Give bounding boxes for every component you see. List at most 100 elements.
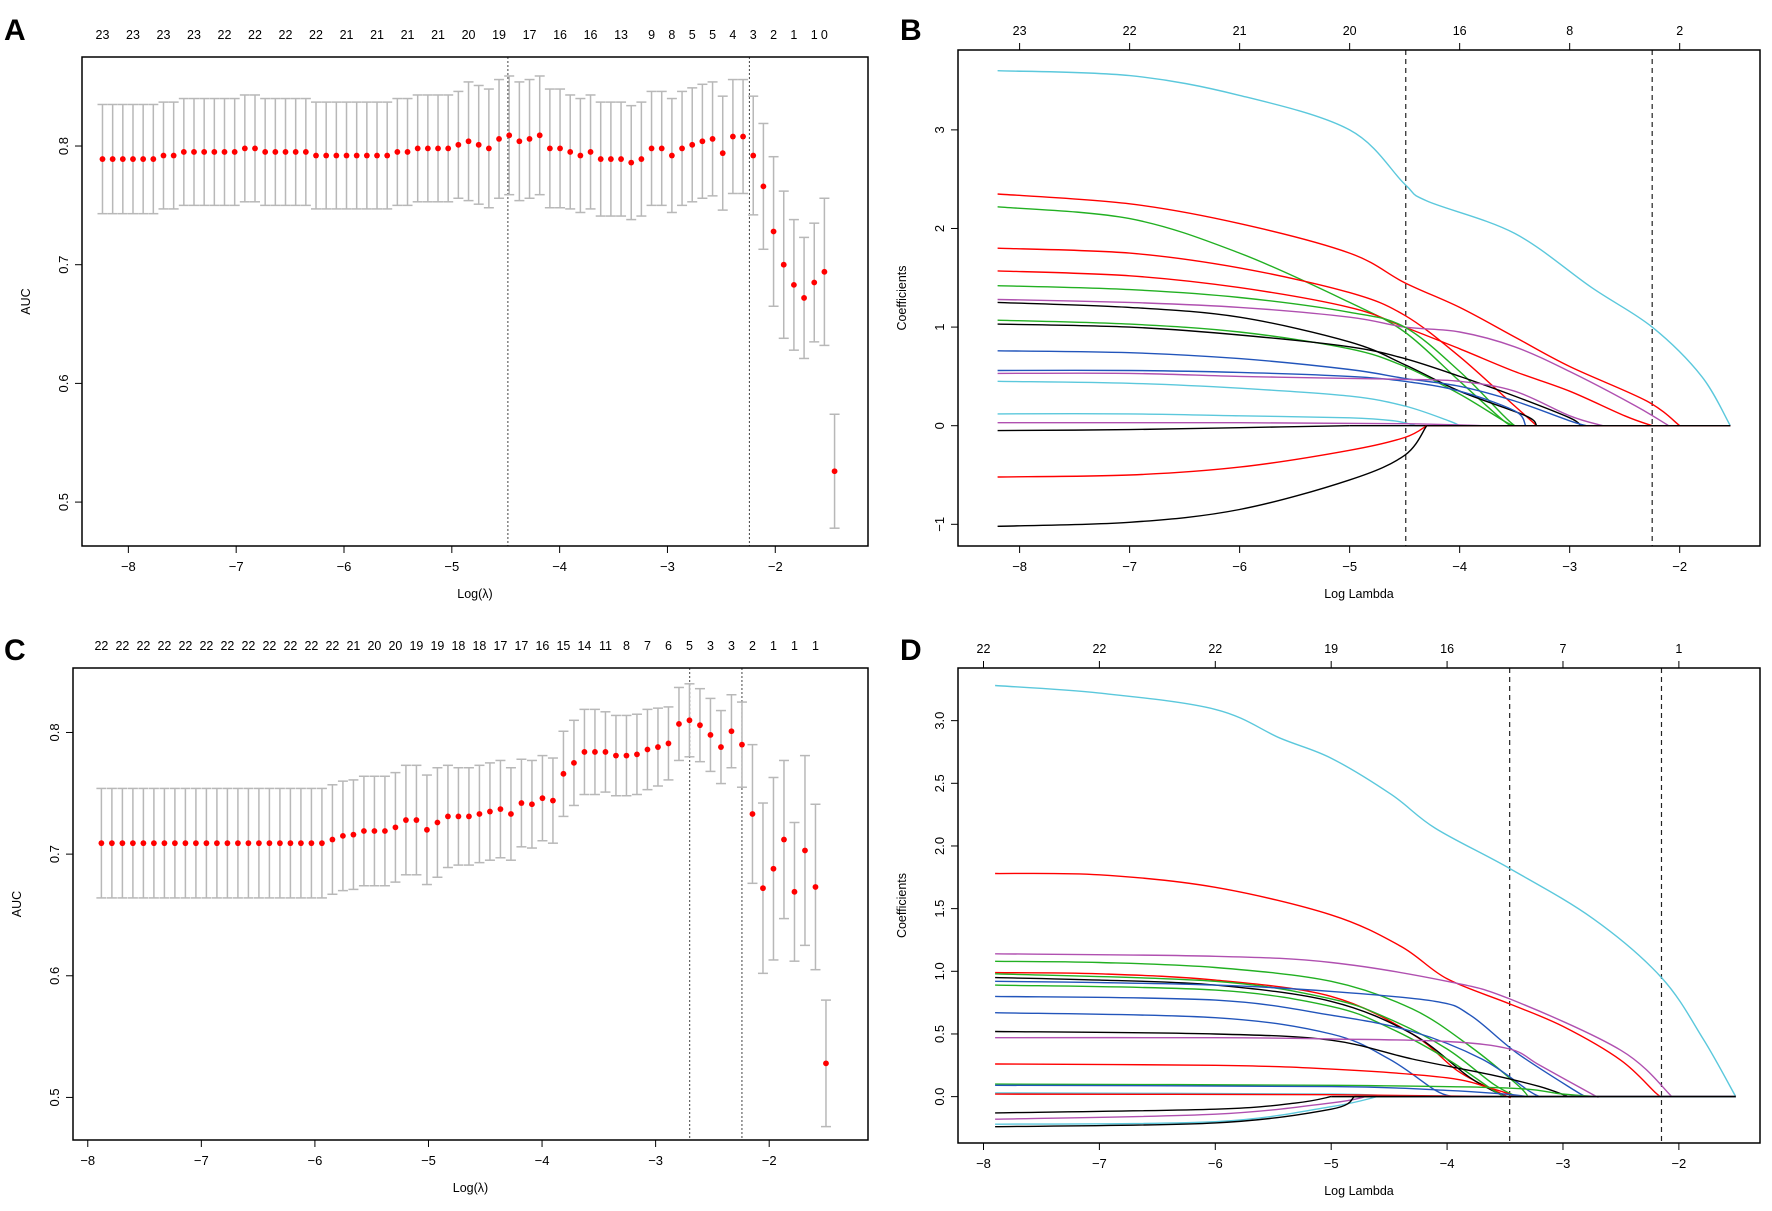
y-tick-label: 0.8 (47, 723, 62, 741)
y-tick-label: 2.5 (932, 774, 947, 792)
plot-area (995, 668, 1737, 1143)
auc-point (770, 865, 777, 872)
y-tick-label: 0 (932, 422, 947, 429)
auc-point (550, 797, 556, 804)
auc-point (567, 149, 574, 155)
coefficient-path (997, 298, 1670, 427)
auc-point (750, 152, 757, 159)
auc-point (526, 135, 533, 142)
auc-point (435, 145, 441, 152)
auc-point (508, 811, 514, 817)
auc-point (466, 813, 472, 820)
auc-point (536, 132, 543, 139)
auc-point (658, 145, 665, 152)
plot-frame (957, 49, 1761, 547)
auc-point (465, 138, 472, 145)
auc-point (546, 145, 553, 152)
coefficient-path (997, 372, 1603, 427)
x-tick-label: −5 (1342, 559, 1357, 574)
panel-letter: A (4, 14, 26, 47)
top-nonzero-count-label: 23 (126, 28, 140, 42)
auc-point (413, 817, 420, 823)
auc-point (812, 884, 819, 890)
top-nonzero-count-label: 18 (451, 639, 465, 653)
x-tick-label: −3 (1562, 559, 1577, 574)
auc-point (497, 806, 504, 813)
auc-point (266, 840, 273, 847)
auc-point (485, 145, 492, 152)
auc-point (676, 721, 682, 727)
auc-point (709, 135, 716, 142)
auc-point (277, 840, 283, 847)
x-tick-label: −7 (194, 1153, 209, 1168)
x-tick-label: −4 (535, 1153, 550, 1168)
x-tick-label: −5 (421, 1153, 436, 1168)
auc-point (214, 840, 220, 847)
top-nonzero-count-label: 16 (1440, 642, 1454, 656)
auc-point (308, 840, 315, 847)
top-nonzero-count-label: 22 (1123, 24, 1137, 38)
top-nonzero-count-label: 22 (279, 28, 293, 42)
y-tick-label: 3.0 (932, 712, 947, 730)
coefficient-path (995, 1083, 1598, 1098)
top-nonzero-count-label: 8 (623, 639, 630, 653)
auc-point (343, 152, 350, 159)
top-nonzero-count-label: 21 (340, 28, 354, 42)
x-tick-label: −7 (229, 559, 244, 574)
auc-point (560, 770, 567, 777)
plot-frame (81, 56, 869, 547)
x-tick-label: −8 (976, 1156, 991, 1171)
top-nonzero-count-label: 2 (749, 639, 756, 653)
auc-point (597, 156, 604, 162)
auc-point (781, 836, 787, 843)
y-tick-label: 2.0 (932, 837, 947, 855)
x-tick-label: −5 (1324, 1156, 1339, 1171)
coefficient-path (997, 425, 1428, 478)
coefficient-path (997, 421, 1482, 427)
top-nonzero-count-label: 23 (157, 28, 171, 42)
auc-point (392, 824, 399, 831)
auc-point (394, 149, 401, 155)
auc-point (172, 840, 178, 847)
auc-point (384, 152, 391, 159)
auc-point (780, 261, 787, 268)
top-nonzero-count-label: 21 (431, 28, 445, 42)
auc-point (119, 840, 126, 847)
auc-point (618, 156, 624, 162)
y-tick-label: 0.0 (932, 1088, 947, 1106)
y-tick-label: 1 (932, 323, 947, 330)
x-axis-title: Log Lambda (1324, 587, 1394, 601)
coefficient-path (997, 319, 1515, 427)
auc-point (719, 150, 726, 157)
y-axis-title: Coefficients (895, 265, 909, 330)
auc-point (689, 141, 696, 148)
auc-point (319, 840, 325, 847)
top-nonzero-count-label: 19 (430, 639, 444, 653)
panel-d: D −8 −7 −6 −5 −4 −3 −2 0.0 0.5 1.0 1.5 2.0 2.5 3.0 Log … (895, 634, 1761, 1198)
auc-point (445, 813, 451, 820)
auc-point (203, 840, 210, 847)
auc-point (623, 752, 630, 759)
y-axis-title: Coefficients (895, 873, 909, 938)
auc-point (539, 795, 546, 802)
top-nonzero-count-label: 22 (262, 639, 276, 653)
auc-point (686, 717, 693, 724)
auc-point (193, 840, 199, 847)
auc-point (445, 145, 452, 152)
x-tick-label: −8 (1012, 559, 1027, 574)
auc-point (211, 149, 218, 155)
auc-point (577, 152, 584, 159)
top-nonzero-count-label: 21 (346, 639, 360, 653)
auc-point (518, 800, 525, 806)
auc-point (571, 759, 577, 766)
top-nonzero-count-label: 2 (1676, 24, 1683, 38)
top-nonzero-count-label: 17 (523, 28, 537, 42)
auc-point (487, 808, 493, 815)
x-tick-label: −2 (1671, 1156, 1686, 1171)
x-tick-label: −3 (648, 1153, 663, 1168)
auc-point (476, 811, 483, 817)
coefficient-path (995, 953, 1673, 1098)
auc-point (802, 847, 808, 854)
auc-point (361, 828, 367, 834)
auc-point (221, 149, 228, 155)
